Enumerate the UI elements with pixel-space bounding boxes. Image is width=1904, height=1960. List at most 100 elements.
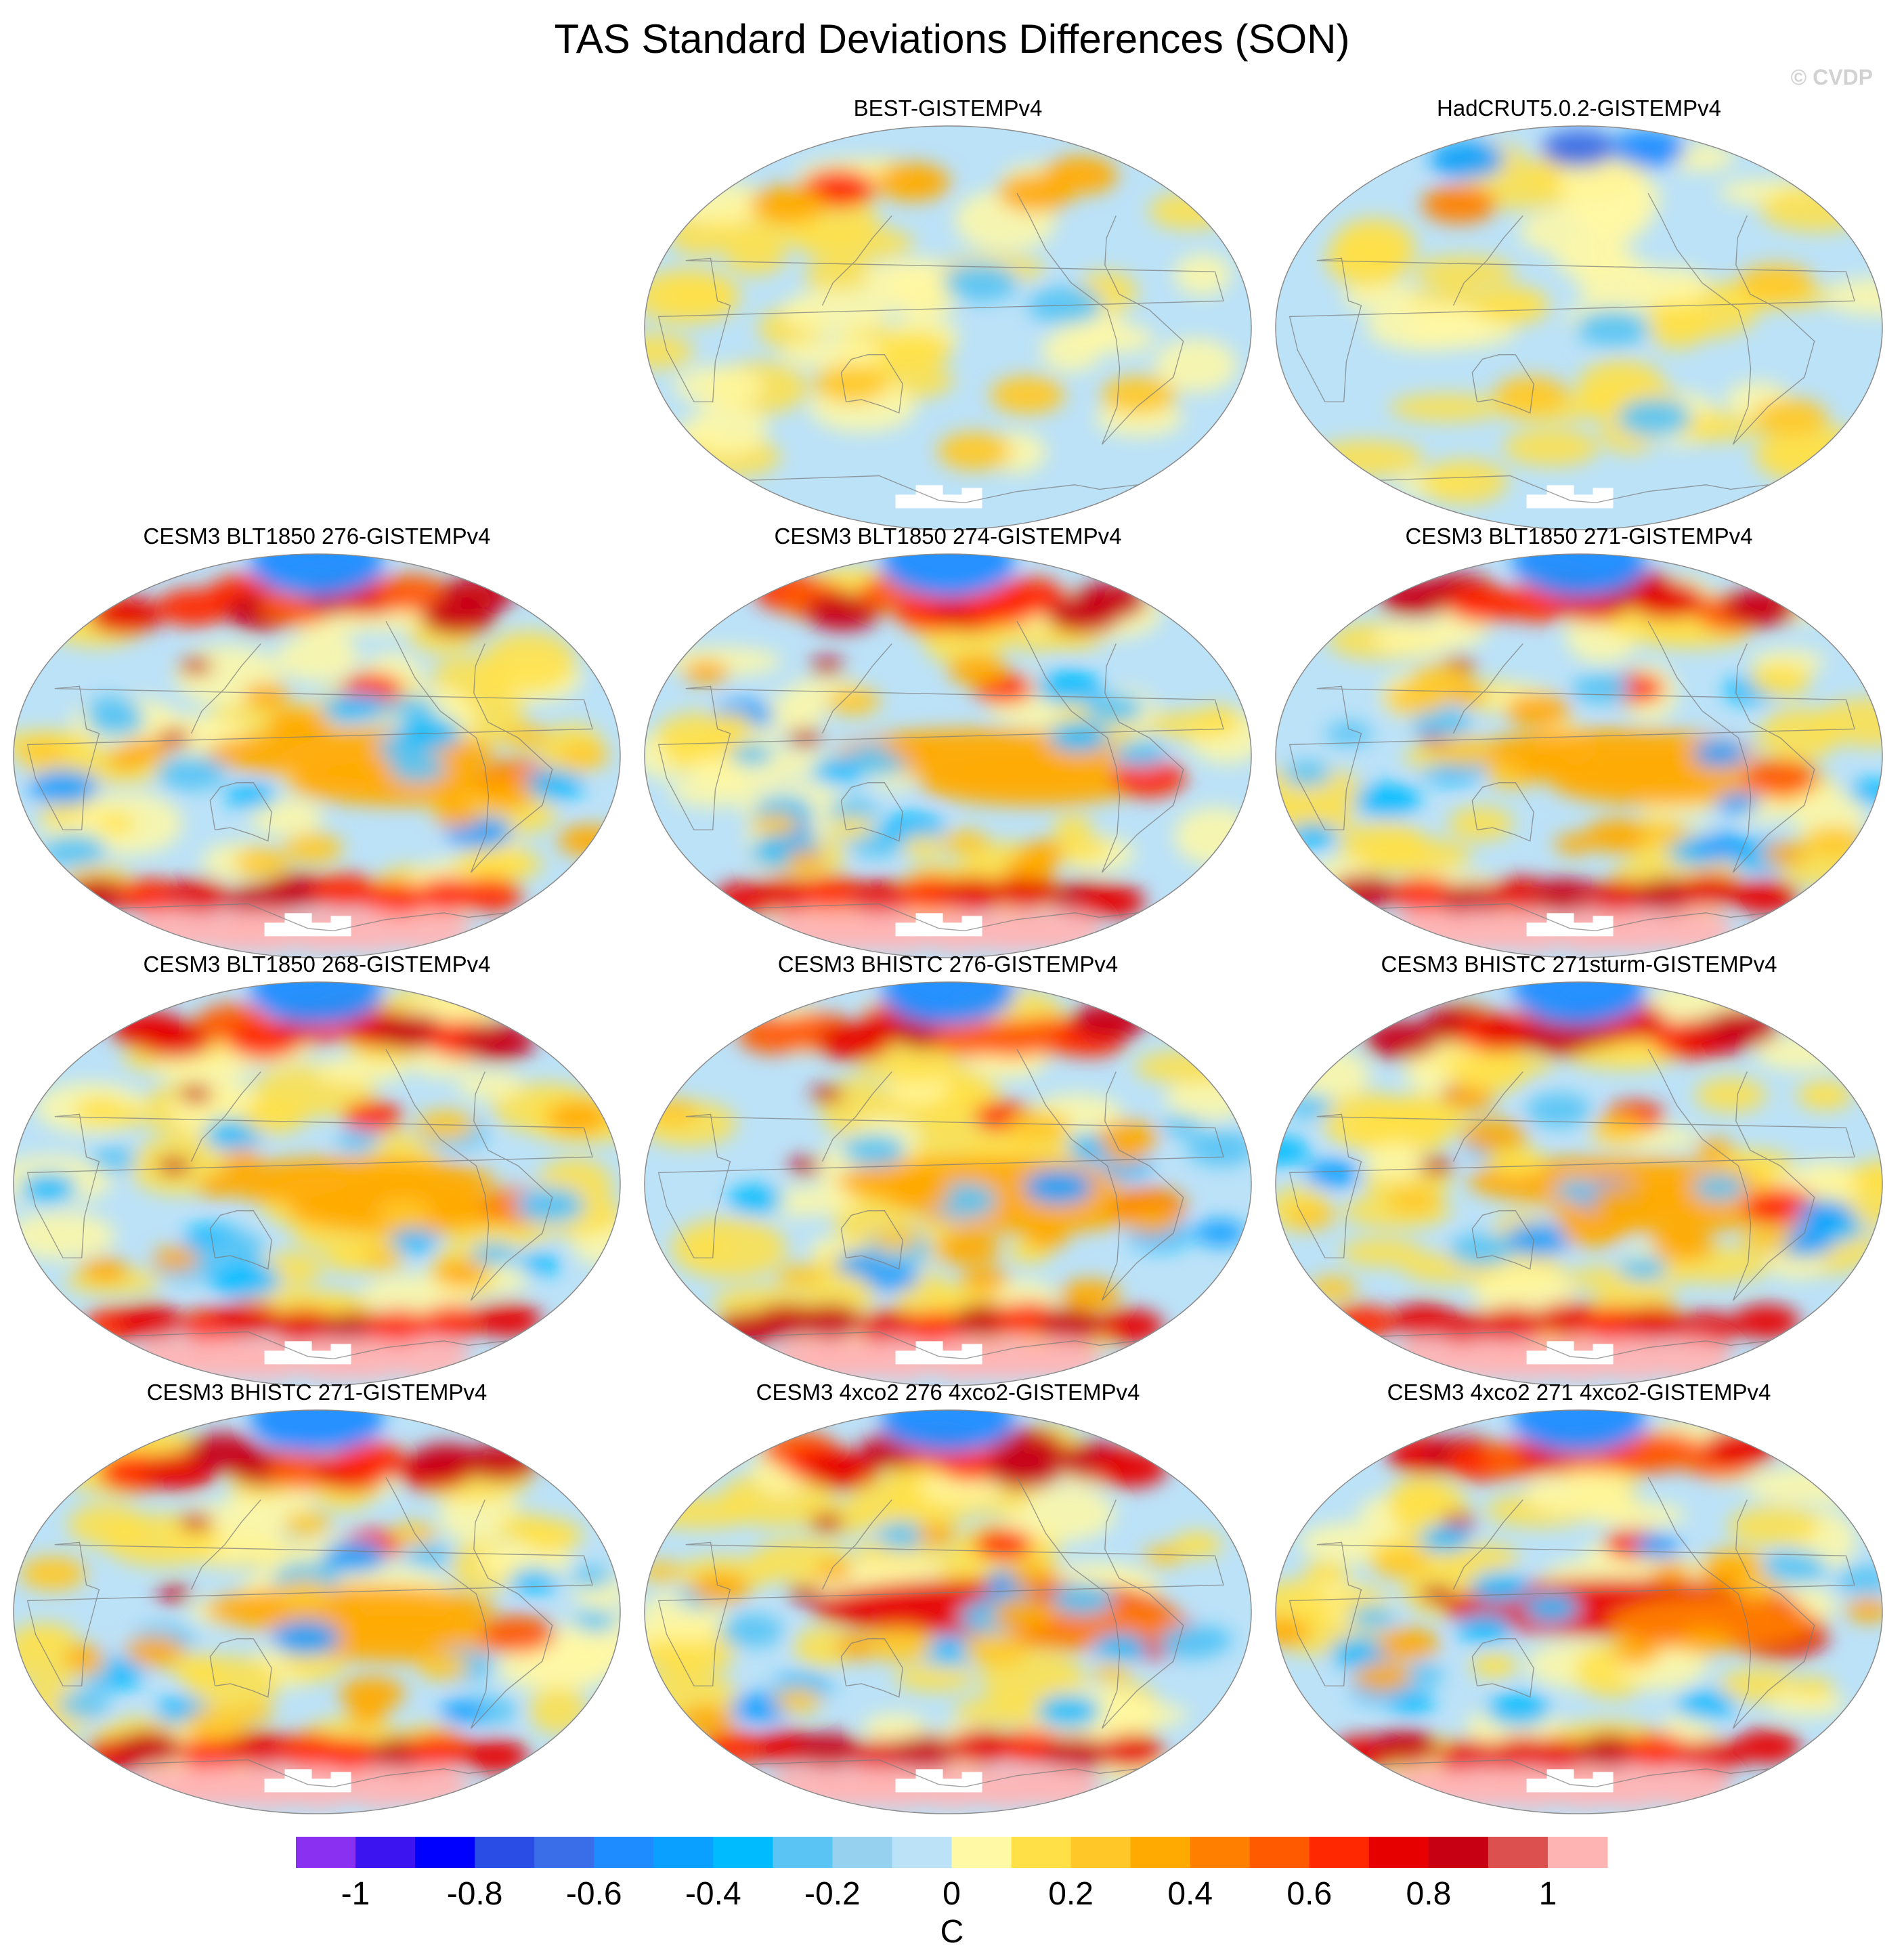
anomaly-blob — [1173, 253, 1232, 296]
anomaly-blob — [1053, 815, 1093, 836]
map-field — [1276, 982, 1882, 1386]
anomaly-blob — [1692, 1174, 1746, 1201]
anomaly-blob — [1072, 582, 1147, 620]
anomaly-blob — [815, 1561, 853, 1581]
panel-title: CESM3 BLT1850 271-GISTEMPv4 — [1405, 524, 1753, 549]
coastline — [26, 1541, 593, 1686]
anomaly-blob — [1678, 873, 1746, 908]
coastline — [190, 643, 261, 734]
anomaly-blob — [805, 593, 880, 631]
map-panel-co2271: CESM3 4xco2 271 4xco2-GISTEMPv4 — [1274, 1379, 1884, 1814]
anomaly-blob — [1197, 706, 1238, 727]
anomaly-blob — [157, 1585, 192, 1603]
anomaly-blob — [169, 1653, 224, 1682]
coastline — [1732, 643, 1815, 873]
coastline — [26, 685, 593, 830]
anomaly-blob — [1389, 1478, 1450, 1518]
map-panel-blt271: CESM3 BLT1850 271-GISTEMPv4 — [1274, 523, 1884, 958]
anomaly-blob — [990, 376, 1065, 414]
colorbar-tick-label: 0 — [943, 1876, 961, 1912]
anomaly-blob — [322, 1540, 387, 1573]
anomaly-blob — [724, 234, 787, 276]
map-co2271 — [1275, 1409, 1883, 1814]
anomaly-blob — [1006, 1110, 1070, 1143]
anomaly-blob — [1512, 982, 1646, 1025]
coastline — [190, 1499, 261, 1590]
anomaly-blob — [1611, 1640, 1660, 1665]
anomaly-blob — [1096, 1121, 1159, 1153]
coastline — [1647, 620, 1752, 873]
anomaly-blob — [389, 910, 472, 952]
colorbar-swatch — [1249, 1837, 1310, 1868]
anomaly-blob — [242, 1100, 307, 1134]
anomaly-blob — [1753, 398, 1828, 437]
cvdp-watermark: © CVDP — [1790, 65, 1873, 89]
anomaly-blob — [1360, 837, 1472, 874]
map-panel-blt274: CESM3 BLT1850 274-GISTEMPv4 — [643, 523, 1253, 958]
anomaly-blob — [867, 1627, 934, 1662]
anomaly-blob — [936, 1232, 1001, 1265]
panel-title: CESM3 BLT1850 276-GISTEMPv4 — [143, 524, 491, 549]
anomaly-blob — [1421, 459, 1508, 505]
anomaly-blob — [1470, 1572, 1528, 1602]
panel-title: CESM3 4xco2 271 4xco2-GISTEMPv4 — [1387, 1380, 1771, 1405]
anomaly-blob — [389, 1229, 439, 1254]
anomaly-blob — [73, 1097, 127, 1125]
anomaly-blob — [645, 268, 740, 325]
anomaly-blob — [1019, 1338, 1102, 1380]
panel-title: CESM3 BHISTC 276-GISTEMPv4 — [777, 952, 1119, 977]
colorbar-swatch — [1547, 1837, 1608, 1868]
colorbar-swatch — [534, 1837, 594, 1868]
anomaly-blob — [276, 1579, 332, 1608]
anomaly-blob — [116, 878, 183, 913]
anomaly-blob — [1718, 1668, 1798, 1703]
coastline — [1016, 620, 1121, 873]
map-border — [1275, 981, 1883, 1386]
anomaly-blob — [1551, 760, 1775, 806]
anomaly-blob — [207, 1233, 266, 1262]
anomaly-blob — [1447, 584, 1522, 623]
anomaly-blob — [1519, 206, 1634, 257]
coastline — [1101, 215, 1184, 445]
anomaly-blob — [1322, 1092, 1412, 1149]
anomaly-blob — [1371, 1729, 1439, 1764]
anomaly-blob — [474, 779, 534, 810]
map-anomaly-blobs — [645, 554, 1251, 952]
coastline — [1452, 643, 1523, 734]
anomaly-blob — [1325, 721, 1372, 746]
anomaly-blob — [311, 873, 378, 908]
anomaly-blob — [1617, 398, 1692, 437]
anomaly-blob — [474, 1302, 542, 1338]
coastlines — [657, 1476, 1224, 1788]
anomaly-blob — [425, 1187, 479, 1215]
anomaly-blob — [1101, 376, 1176, 414]
colorbar-swatch — [1011, 1837, 1072, 1868]
anomaly-blob — [439, 1700, 485, 1724]
anomaly-blob — [1645, 294, 1710, 349]
anomaly-blob — [116, 1304, 183, 1339]
anomaly-blob — [876, 1521, 932, 1550]
anomaly-blob — [794, 226, 915, 261]
anomaly-blob — [953, 1696, 1054, 1726]
anomaly-blob — [115, 1730, 183, 1765]
coastline — [1101, 1071, 1184, 1301]
map-anomaly-blobs — [1310, 129, 1882, 505]
anomaly-blob — [1523, 1738, 1591, 1772]
anomaly-blob — [316, 1738, 383, 1772]
anomaly-blob — [1421, 185, 1496, 223]
anomaly-blob — [152, 1247, 200, 1271]
anomaly-blob — [1078, 884, 1146, 919]
colorbar-unit-label: C — [940, 1914, 964, 1950]
anomaly-blob — [795, 1732, 863, 1768]
anomaly-blob — [1742, 759, 1817, 798]
anomaly-blob — [813, 364, 888, 403]
anomaly-blob — [1649, 1338, 1732, 1380]
anomaly-blob — [558, 825, 620, 856]
colorbar-swatch — [1070, 1837, 1131, 1868]
colorbar-swatch — [296, 1837, 356, 1868]
anomaly-blob — [1287, 1049, 1370, 1100]
anomaly-blob — [1848, 779, 1882, 805]
coastline — [749, 1331, 1138, 1360]
anomaly-blob — [788, 1157, 823, 1175]
anomaly-blob — [1479, 1306, 1546, 1342]
